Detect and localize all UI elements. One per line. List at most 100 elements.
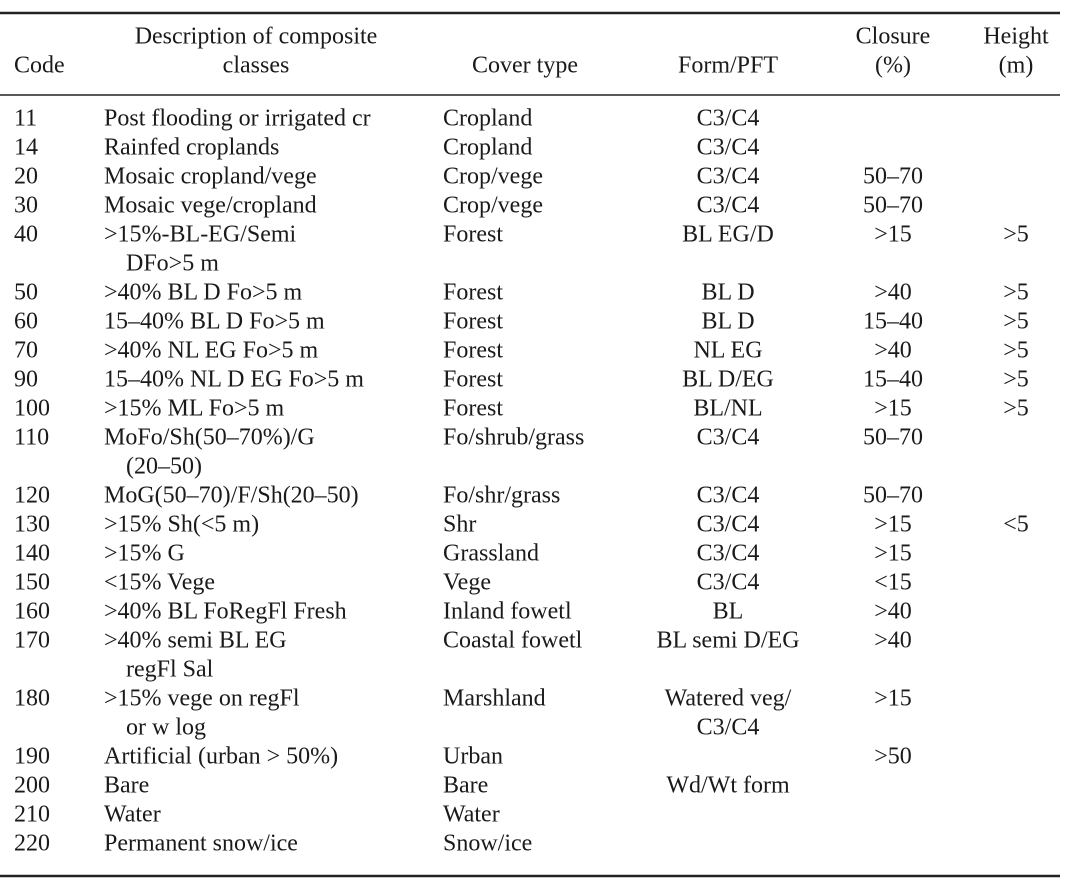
cover-type-cell: Bare (443, 773, 488, 799)
description-cell: >15%-BL-EG/Semi (104, 222, 297, 248)
description-cell: Permanent snow/ice (104, 831, 298, 857)
code-cell: 140 (14, 541, 50, 567)
form-cell: BL (713, 599, 744, 625)
height-cell: >5 (1003, 309, 1029, 335)
code-cell: 220 (14, 831, 50, 857)
description-cell: Artificial (urban > 50%) (104, 744, 338, 770)
closure-cell: >40 (874, 280, 912, 306)
description-cell: Mosaic cropland/vege (104, 164, 317, 190)
cover-type-cell: Fo/shrub/grass (443, 425, 584, 451)
description-cell: Mosaic vege/cropland (104, 193, 317, 219)
cover-type-cell: Urban (443, 744, 503, 770)
description-cell: or w log (126, 715, 206, 741)
closure-cell: >40 (874, 338, 912, 364)
code-cell: 14 (14, 135, 38, 161)
code-cell: 11 (14, 106, 37, 132)
cover-type-cell: Fo/shr/grass (443, 483, 560, 509)
code-cell: 180 (14, 686, 50, 712)
form-cell: BL semi D/EG (656, 628, 799, 654)
cover-type-cell: Shr (443, 512, 476, 538)
code-cell: 40 (14, 222, 38, 248)
code-cell: 70 (14, 338, 38, 364)
description-cell: >40% NL EG Fo>5 m (104, 338, 319, 364)
cover-type-cell: Forest (443, 222, 503, 248)
code-cell: 130 (14, 512, 50, 538)
code-cell: 50 (14, 280, 38, 306)
description-cell: MoFo/Sh(50–70%)/G (104, 425, 315, 451)
form-cell: BL D/EG (682, 367, 774, 393)
form-cell: BL D (701, 309, 754, 335)
closure-cell: >40 (874, 628, 912, 654)
code-cell: 90 (14, 367, 38, 393)
closure-cell: 50–70 (863, 425, 923, 451)
header-code: Code (14, 53, 65, 79)
cover-type-cell: Inland fowetl (443, 599, 572, 625)
height-cell: >5 (1003, 280, 1029, 306)
cover-type-cell: Water (443, 802, 500, 828)
header-description: Description of composite (135, 24, 378, 50)
header-cover-type: Cover type (472, 53, 578, 79)
description-cell: DFo>5 m (126, 251, 219, 277)
description-cell: Bare (104, 773, 149, 799)
closure-cell: >15 (874, 686, 912, 712)
description-cell: 15–40% NL D EG Fo>5 m (104, 367, 364, 393)
closure-cell: 50–70 (863, 483, 923, 509)
form-cell: C3/C4 (697, 164, 760, 190)
description-cell: Post flooding or irrigated cr (104, 106, 371, 132)
header-closure: (%) (875, 53, 911, 79)
form-cell: BL EG/D (682, 222, 774, 248)
code-cell: 120 (14, 483, 50, 509)
description-cell: >15% vege on regFl (104, 686, 300, 712)
code-cell: 100 (14, 396, 50, 422)
height-cell: >5 (1003, 338, 1029, 364)
header-height: (m) (999, 53, 1034, 79)
description-cell: Rainfed croplands (104, 135, 279, 161)
form-cell: C3/C4 (697, 193, 760, 219)
description-cell: >40% BL D Fo>5 m (104, 280, 303, 306)
form-cell: C3/C4 (697, 512, 760, 538)
description-cell: >40% semi BL EG (104, 628, 287, 654)
cover-type-cell: Cropland (443, 106, 532, 132)
closure-cell: >15 (874, 396, 912, 422)
description-cell: 15–40% BL D Fo>5 m (104, 309, 325, 335)
closure-cell: >15 (874, 512, 912, 538)
description-cell: regFl Sal (126, 657, 214, 683)
header-closure: Closure (856, 24, 931, 50)
height-cell: >5 (1003, 367, 1029, 393)
code-cell: 30 (14, 193, 38, 219)
code-cell: 20 (14, 164, 38, 190)
form-cell: BL/NL (693, 396, 762, 422)
code-cell: 200 (14, 773, 50, 799)
form-cell: NL EG (693, 338, 762, 364)
code-cell: 170 (14, 628, 50, 654)
form-cell: Wd/Wt form (666, 773, 790, 799)
form-cell: C3/C4 (697, 715, 760, 741)
cover-type-cell: Forest (443, 338, 503, 364)
height-cell: <5 (1003, 512, 1029, 538)
form-cell: C3/C4 (697, 106, 760, 132)
cover-type-cell: Forest (443, 396, 503, 422)
code-cell: 150 (14, 570, 50, 596)
description-cell: >15% G (104, 541, 185, 567)
header-height: Height (983, 24, 1049, 50)
cover-type-cell: Forest (443, 309, 503, 335)
code-cell: 190 (14, 744, 50, 770)
cover-type-cell: Snow/ice (443, 831, 532, 857)
header-form: Form/PFT (678, 53, 778, 79)
form-cell: C3/C4 (697, 135, 760, 161)
description-cell: >15% Sh(<5 m) (104, 512, 259, 538)
description-cell: <15% Vege (104, 570, 215, 596)
height-cell: >5 (1003, 222, 1029, 248)
description-cell: Water (104, 802, 161, 828)
form-cell: BL D (701, 280, 754, 306)
form-cell: C3/C4 (697, 425, 760, 451)
cover-type-cell: Coastal fowetl (443, 628, 583, 654)
code-cell: 60 (14, 309, 38, 335)
code-cell: 210 (14, 802, 50, 828)
closure-cell: 15–40 (863, 309, 923, 335)
form-cell: C3/C4 (697, 570, 760, 596)
form-cell: C3/C4 (697, 483, 760, 509)
description-cell: MoG(50–70)/F/Sh(20–50) (104, 483, 359, 509)
cover-type-cell: Vege (443, 570, 491, 596)
description-cell: >40% BL FoRegFl Fresh (104, 599, 347, 625)
